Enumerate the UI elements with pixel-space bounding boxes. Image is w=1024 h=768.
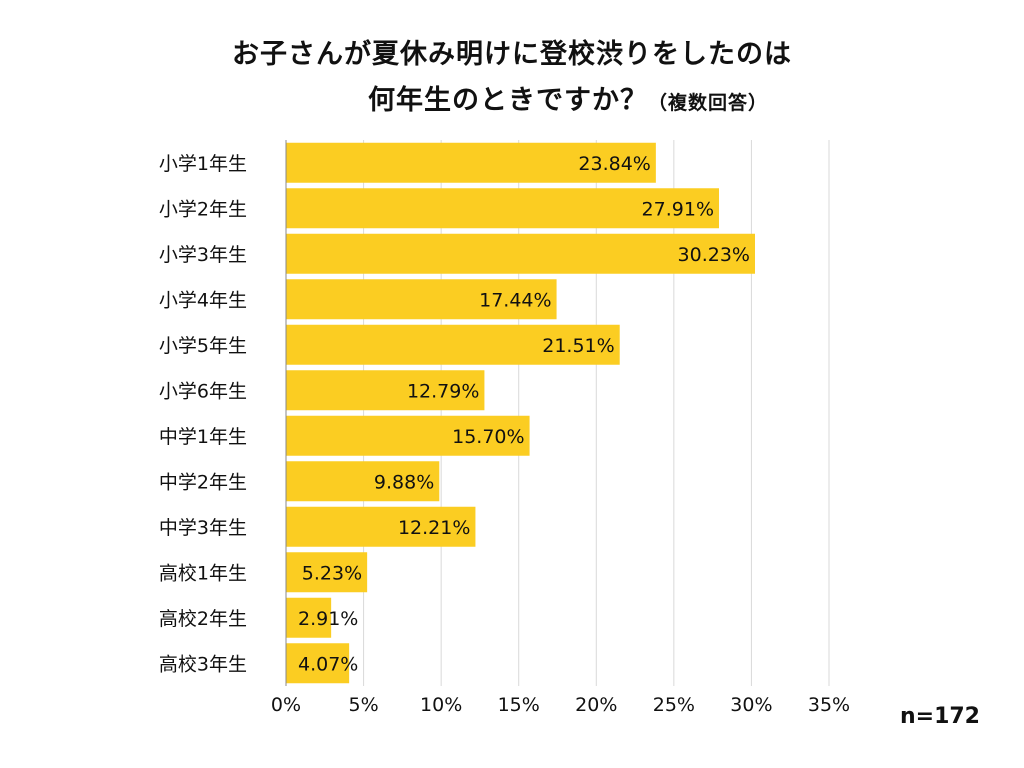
bar [286,415,530,456]
data-label: 21.51% [542,335,614,357]
x-tick-label: 20% [575,694,617,716]
category-label: 高校1年生 [159,562,247,584]
category-label: 小学6年生 [159,380,247,402]
data-label: 2.91% [298,608,358,630]
data-label: 12.21% [398,517,470,539]
category-label: 中学2年生 [159,471,247,493]
x-tick-label: 5% [348,694,378,716]
data-label: 4.07% [298,653,358,675]
chart-title-note: （複数回答） [648,92,769,114]
category-label: 小学2年生 [159,198,247,220]
bar [286,506,476,547]
chart-title-line1: お子さんが夏休み明けに登校渋りをしたのは [232,39,792,70]
chart-title-question: 何年生のときですか？ [368,85,648,116]
bar [286,324,620,365]
category-label: 小学5年生 [159,335,247,357]
x-tick-label: 30% [730,694,772,716]
data-label: 12.79% [407,380,479,402]
x-tick-label: 35% [808,694,850,716]
bar [286,597,332,638]
bar [286,643,350,684]
x-tick-label: 10% [420,694,462,716]
bar [286,188,720,229]
category-label: 中学1年生 [159,426,247,448]
bar [286,552,368,593]
bar [286,142,656,183]
category-label: 小学4年生 [159,289,247,311]
x-tick-label: 25% [653,694,695,716]
category-label: 小学3年生 [159,244,247,266]
data-label: 5.23% [302,562,362,584]
bar [286,279,557,320]
x-tick-label: 0% [271,694,301,716]
sample-size-label: n=172 [899,704,980,729]
data-label: 23.84% [578,153,650,175]
category-label: 小学1年生 [159,153,247,175]
data-label: 15.70% [452,426,524,448]
category-label: 高校2年生 [159,608,247,630]
bar [286,461,440,502]
data-label: 27.91% [642,198,714,220]
data-label: 30.23% [678,244,750,266]
chart-title-line2: 何年生のときですか？（複数回答） [368,78,768,117]
bar [286,233,755,274]
category-label: 中学3年生 [159,517,247,539]
data-label: 17.44% [479,289,551,311]
category-label: 高校3年生 [159,653,247,675]
x-tick-label: 15% [498,694,540,716]
data-label: 9.88% [374,471,434,493]
bar [286,370,485,411]
